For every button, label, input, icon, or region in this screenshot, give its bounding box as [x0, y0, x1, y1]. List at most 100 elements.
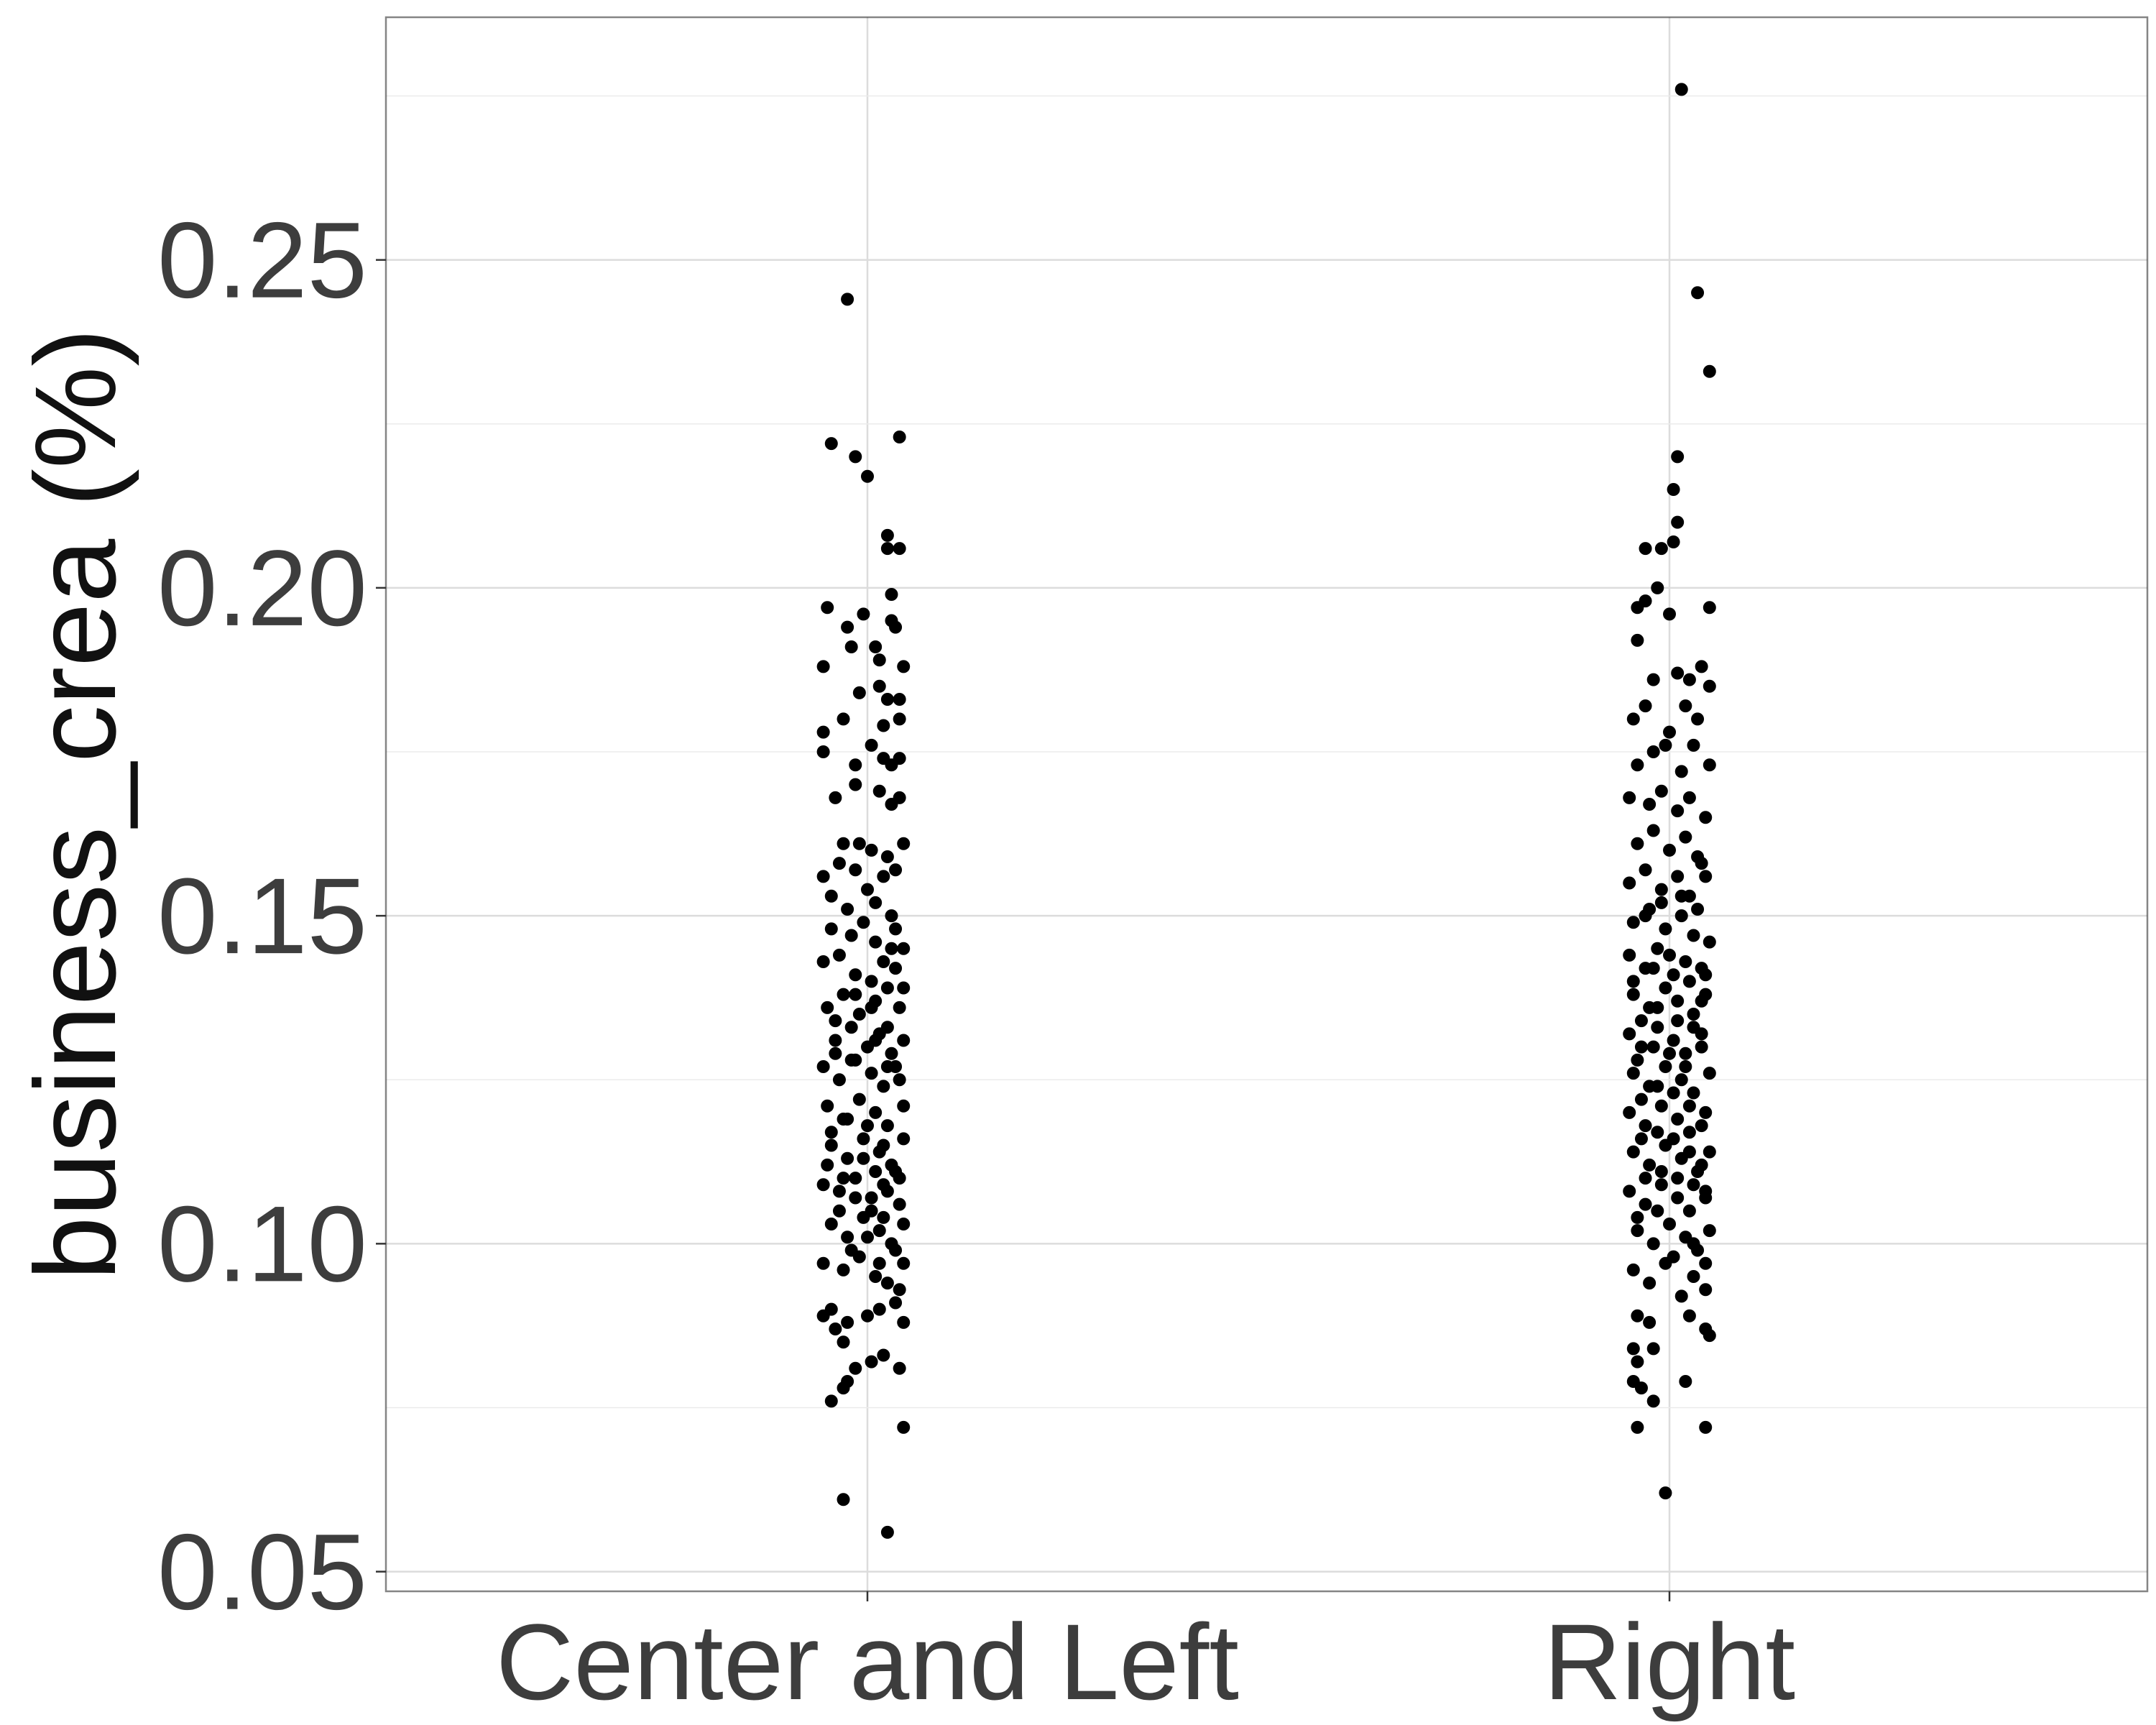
y-tick-label: 0.15: [157, 855, 367, 976]
data-point: [885, 588, 898, 601]
data-point: [872, 1302, 886, 1316]
data-point: [1703, 679, 1716, 693]
data-point: [861, 1119, 874, 1133]
y-tick-label: 0.20: [157, 528, 367, 648]
data-point: [861, 469, 874, 483]
data-point: [1671, 666, 1685, 680]
data-point: [844, 929, 858, 942]
data-point: [1626, 975, 1640, 988]
data-point: [1654, 1165, 1668, 1178]
data-point: [1663, 607, 1676, 621]
data-point: [880, 1060, 894, 1073]
data-point: [861, 883, 874, 896]
data-point: [1687, 1008, 1700, 1021]
y-tick-label: 0.25: [157, 200, 367, 321]
data-point: [1639, 699, 1652, 713]
data-point: [849, 758, 862, 772]
data-point: [824, 437, 838, 451]
data-point: [841, 1151, 854, 1165]
data-point: [852, 1092, 866, 1106]
data-point: [1654, 1178, 1668, 1192]
data-point: [885, 909, 898, 923]
data-point: [1634, 1132, 1648, 1146]
y-axis-ticks: 0.05 0.10 0.15 0.20 0.25: [157, 200, 386, 1632]
data-point: [1639, 1172, 1652, 1185]
data-point: [1646, 962, 1660, 975]
data-point: [1643, 1276, 1657, 1290]
data-point: [1671, 1113, 1685, 1126]
data-point: [1639, 1197, 1652, 1211]
data-point: [821, 1158, 834, 1172]
data-point: [1631, 1224, 1644, 1238]
data-point: [1699, 811, 1713, 824]
data-point: [1691, 712, 1705, 726]
data-point: [1687, 1270, 1700, 1283]
data-point: [897, 1315, 911, 1329]
data-point: [849, 778, 862, 791]
data-point: [897, 1132, 911, 1146]
data-point: [849, 988, 862, 1001]
data-point: [1646, 673, 1660, 686]
data-point: [1626, 1342, 1640, 1356]
data-point: [844, 1021, 858, 1034]
data-point: [1699, 1105, 1713, 1119]
data-points: [816, 83, 1716, 1539]
data-point: [829, 1034, 842, 1047]
data-point: [1663, 843, 1676, 857]
data-point: [869, 1270, 883, 1283]
data-point: [1671, 1191, 1685, 1205]
data-point: [816, 725, 830, 739]
data-point: [897, 660, 911, 673]
data-point: [1667, 483, 1680, 496]
data-point: [1667, 1034, 1680, 1047]
data-point: [893, 431, 906, 443]
data-point: [841, 1230, 854, 1244]
data-point: [832, 1184, 846, 1198]
data-point: [857, 1151, 870, 1165]
data-point: [1687, 738, 1700, 752]
data-point: [857, 607, 870, 621]
data-point: [1646, 1394, 1660, 1408]
data-point: [1699, 968, 1713, 982]
data-point: [852, 686, 866, 699]
data-point: [1695, 857, 1708, 870]
data-point: [885, 1046, 898, 1060]
data-point: [1682, 673, 1696, 686]
data-point: [849, 450, 862, 464]
data-point: [880, 528, 894, 542]
data-point: [880, 1119, 894, 1133]
data-point: [1623, 1027, 1636, 1041]
data-point: [865, 738, 878, 752]
data-point: [1699, 1420, 1713, 1434]
data-point: [1674, 1073, 1688, 1087]
data-point: [1679, 955, 1692, 968]
data-point: [849, 1191, 862, 1205]
data-point: [1703, 1329, 1716, 1343]
data-point: [1651, 1080, 1664, 1093]
data-point: [1646, 824, 1660, 837]
data-point: [1703, 1145, 1716, 1159]
data-point: [1667, 1250, 1680, 1264]
data-point: [837, 988, 850, 1001]
data-point: [865, 975, 878, 988]
data-point: [857, 1132, 870, 1146]
panel-border: [384, 16, 2149, 1593]
data-point: [1646, 1040, 1660, 1054]
data-point: [837, 712, 850, 726]
data-point: [1663, 1218, 1676, 1230]
data-point: [1674, 1289, 1688, 1303]
data-point: [841, 1315, 854, 1329]
data-point: [1682, 975, 1696, 988]
data-point: [880, 1184, 894, 1198]
data-point: [1631, 1355, 1644, 1368]
x-tick-label: Center and Left: [496, 1601, 1239, 1722]
y-tick-label: 0.05: [157, 1512, 367, 1632]
data-point: [832, 948, 846, 962]
data-point: [865, 1204, 878, 1218]
data-point: [1691, 903, 1705, 916]
data-point: [821, 601, 834, 615]
data-point: [1674, 765, 1688, 778]
data-point: [1682, 791, 1696, 804]
data-point: [1663, 1046, 1676, 1060]
data-point: [832, 857, 846, 870]
